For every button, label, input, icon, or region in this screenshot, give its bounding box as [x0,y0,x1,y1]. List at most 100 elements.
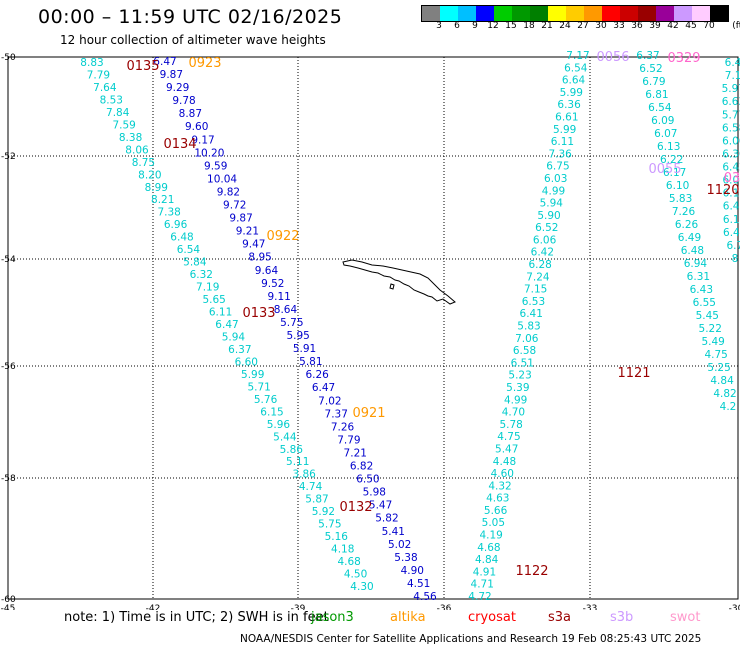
wave-height-value: 3.86 [292,469,316,481]
lon-tick-label: -30 [729,604,740,610]
wave-height-value: 5.83 [517,321,540,333]
wave-height-value: 9.11 [267,291,290,303]
scale-label: 39 [649,21,661,31]
scale-label: 45 [685,21,697,31]
lon-tick-label: -42 [146,604,161,610]
wave-height-value: 6.79 [642,76,665,88]
wave-height-value: 7.79 [337,434,360,446]
wave-height-value: 6.7 [727,240,740,252]
wave-height-value: 9.72 [223,200,246,212]
wave-height-value: 9.82 [217,186,240,198]
wave-height-value: 6.15 [723,214,740,226]
wave-height-value: 5.44 [273,431,297,443]
wave-height-value: 6.52 [639,63,662,75]
wave-height-value: 7.06 [515,333,539,345]
wave-height-value: 6.48 [681,245,704,257]
scale-swatch [440,6,458,21]
satellite-legend-s3b: s3b [610,610,634,625]
wave-height-value: 7.64 [93,82,117,94]
wave-height-value: 6.54 [177,244,201,256]
wave-height-value: 6.42 [531,247,554,259]
wave-height-value: 6.32 [190,269,213,281]
wave-height-value: 6.37 [636,50,659,62]
wave-height-value: 5.23 [508,370,531,382]
wave-height-value: 6.13 [657,141,680,153]
wave-height-value: 4.48 [493,456,516,468]
wave-height-value: 4.91 [473,566,496,578]
wave-height-value: 9.21 [236,226,259,238]
wave-height-value: 9.47 [242,239,265,251]
wave-height-value: 6.06 [722,135,740,147]
scale-swatch [638,6,656,21]
wave-height-value: 4.18 [331,544,354,556]
wave-height-value: 5.99 [553,124,576,136]
wave-height-value: 6.96 [164,219,188,231]
scale-swatch [674,6,692,21]
scale-swatch [692,6,710,21]
scale-label: 21 [541,21,553,31]
wave-height-value: 4.68 [337,556,360,568]
scale-swatch [566,6,584,21]
scale-label: 24 [559,21,571,31]
wave-height-value: 5.49 [701,336,724,348]
wave-height-value: 8.20 [138,169,161,181]
scale-swatch [530,6,548,21]
wave-height-value: 6.43 [690,284,713,296]
wave-height-value: 4.75 [497,431,520,443]
wave-height-value: 4.74 [299,481,323,493]
wave-height-value: 6.53 [522,296,545,308]
scale-swatch [494,6,512,21]
wave-height-value: 8.87 [179,108,202,120]
wave-height-value: 4.90 [401,565,424,577]
satellite-legend-jason3: jason3 [311,610,354,625]
wave-height-value: 8.06 [125,144,149,156]
wave-height-value: 5.38 [394,552,417,564]
scale-swatch [476,6,494,21]
lon-tick-label: -39 [291,604,306,610]
wave-height-value: 7.38 [157,207,180,219]
satellite-legend-cryosat: cryosat [468,610,516,625]
pass-time-label: 1122 [515,564,548,579]
scale-swatch [656,6,674,21]
wave-height-value: 7.02 [318,395,341,407]
wave-height-value: 6.04 [723,175,740,187]
wave-height-value: 5.77 [722,109,740,121]
lon-tick-label: -45 [1,604,16,610]
wave-height-value: 6.26 [305,369,329,381]
wave-height-value: 5.78 [499,419,522,431]
wave-height-value: 6.11 [209,307,232,319]
satellite-legend-swot: swot [670,610,701,625]
wave-height-value: 8.99 [145,182,168,194]
wave-height-value: 10.20 [194,147,224,159]
scale-label: 3 [436,21,442,31]
wave-height-value: 6.36 [722,148,740,160]
pass-time-label: 0923 [188,56,221,71]
wave-height-value: 4.19 [479,530,502,542]
wave-height-value: 5.45 [696,310,719,322]
page-title: 00:00 – 11:59 UTC 02/16/2025 [38,6,343,28]
wave-height-value: 9.17 [191,134,214,146]
wave-height-value: 9.29 [166,82,189,94]
pass-time-label: 0055 [648,162,681,177]
wave-height-value: 9.87 [160,69,183,81]
wave-height-value: 6.11 [551,136,574,148]
wave-height-value: 6.31 [687,271,710,283]
scale-label: 36 [631,21,643,31]
wave-height-value: 6.03 [544,173,567,185]
wave-height-value: 5.47 [369,500,392,512]
wave-height-value: 4.32 [488,480,511,492]
wave-height-value: 5.81 [299,356,322,368]
lat-tick-label: -56 [1,362,16,372]
wave-height-value: 5.99 [241,369,264,381]
color-scale-bar [421,5,729,22]
wave-height-value: 6.51 [511,357,534,369]
wave-height-value: 6.58 [513,345,536,357]
wave-height-value: 6.09 [651,115,674,127]
wave-height-value: 7.15 [524,284,547,296]
map-grid: -45 -42 -39 -36 -33 -30 -50 -52 -54 -56 -58 -60 [1,53,740,610]
pass-time-label: 0921 [352,406,385,421]
scale-label: 27 [577,21,589,31]
pass-time-label: 0132 [339,500,372,515]
wave-height-value: 8 [732,253,739,265]
wave-height-value: 5.87 [305,494,328,506]
